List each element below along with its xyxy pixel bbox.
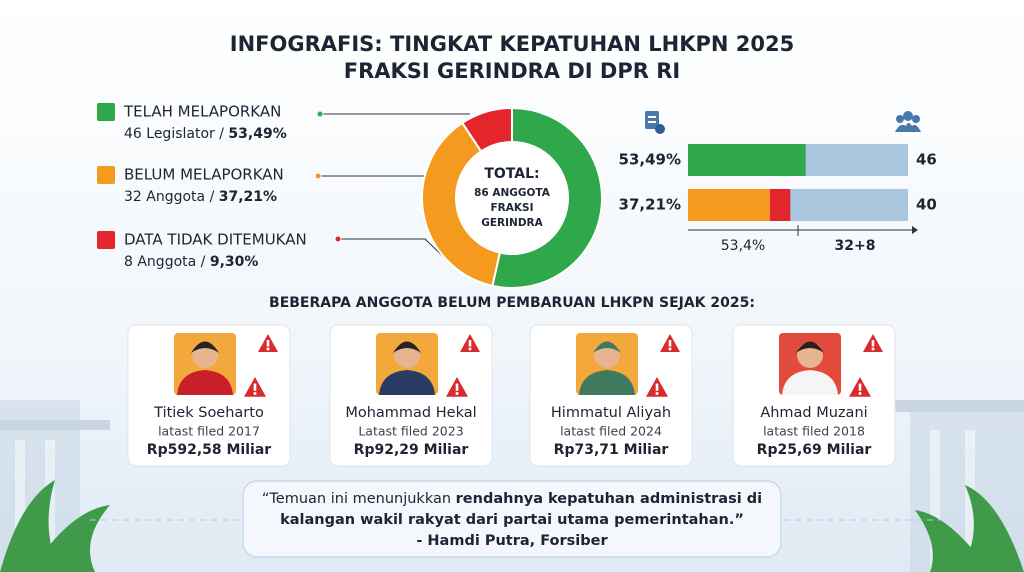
legend-label: TELAH MELAPORKAN [123, 103, 281, 121]
photo-body [379, 370, 435, 395]
legend-pct: 37,21% [219, 189, 277, 205]
warning-mark [858, 383, 862, 391]
photo-hair [191, 341, 219, 353]
legend: TELAH MELAPORKAN 46 Legislator / 53,49% BE… [97, 103, 470, 270]
warning-mark [468, 340, 472, 347]
axis-label: 53,4% [721, 238, 765, 254]
axis-label: 32+8 [835, 238, 876, 254]
donut-hole [457, 143, 567, 253]
donut-chart: TOTAL: 86 ANGGOTA FRAKSI GERINDRA [421, 106, 603, 289]
donut-slice [491, 106, 603, 289]
bar-label: 37,21% [619, 196, 681, 214]
photo-body [579, 370, 635, 395]
donut-total: 86 ANGGOTA [474, 187, 551, 199]
quote-line: “Temuan ini menunjukkan rendahnya kepatu… [262, 491, 762, 507]
warning-mark [871, 340, 875, 347]
legend-detail: 32 Anggota / 37,21% [124, 189, 277, 205]
title: FRAKSI GERINDRA DI DPR RI [344, 59, 680, 83]
warning-mark [455, 383, 459, 391]
card-name: Himmatul Aliyah [551, 405, 671, 421]
warning-mark [668, 340, 672, 347]
warning-mark [655, 383, 659, 391]
warning-dot [468, 347, 472, 351]
donut-total: TOTAL: [484, 166, 539, 182]
plants [0, 480, 1024, 572]
card-amount: Rp73,71 Miliar [554, 442, 669, 458]
warning-mark [266, 340, 270, 347]
card-amount: Rp25,69 Miliar [757, 442, 872, 458]
bar-end-label: 40 [916, 196, 937, 214]
cards: Titiek Soeharto latast filed 2017 Rp592,58… [127, 324, 896, 467]
quote-text: “Temuan ini menunjukkan [262, 491, 456, 507]
subtitle: BEBERAPA ANGGOTA BELUM PEMBARUAN LHKPN S… [269, 295, 755, 311]
quote-line: kalangan wakil rakyat dari partai utama … [280, 512, 744, 528]
photo-hair [796, 341, 824, 353]
leader-dot [316, 110, 324, 118]
warning-dot [253, 392, 257, 395]
axis-arrow [912, 226, 918, 234]
donut-total: FRAKSI [491, 202, 534, 214]
legend-label: BELUM MELAPORKAN [124, 166, 284, 184]
document-icon [645, 111, 665, 134]
bar-end-label: 46 [916, 151, 937, 169]
legend-detail: 46 Legislator / 53,49% [124, 126, 287, 142]
card [127, 324, 291, 467]
legend-label: DATA TIDAK DITEMUKAN [124, 231, 307, 249]
card [329, 324, 493, 467]
warning-dot [858, 392, 862, 395]
warning-dot [871, 347, 875, 351]
legend-detail: 8 Anggota / 9,30% [124, 254, 258, 270]
card-filed: Latast filed 2023 [358, 424, 463, 439]
legend-swatch [97, 103, 115, 121]
card-filed: latast filed 2024 [560, 424, 662, 439]
bar-chart: 53,49% 46 37,21% 40 53,4% 32+8 [619, 144, 937, 254]
card-name: Titiek Soeharto [153, 405, 264, 421]
legend-pct: 9,30% [210, 254, 259, 270]
warning-dot [668, 347, 672, 351]
card-filed: latast filed 2017 [158, 424, 260, 439]
warning-dot [455, 392, 459, 395]
legend-swatch [97, 166, 115, 184]
card-filed: latast filed 2018 [763, 424, 865, 439]
legend-count: 46 Legislator / [124, 126, 228, 142]
photo-body [177, 370, 233, 395]
bar-segment [688, 144, 806, 176]
photo-hair [393, 341, 421, 353]
card-name: Ahmad Muzani [760, 405, 867, 421]
legend-swatch [97, 231, 115, 249]
photo-body [782, 370, 838, 395]
donut-slice [421, 121, 502, 288]
bar-segment [688, 189, 770, 221]
quote-text: rendahnya kepatuhan administrasi di [456, 491, 762, 507]
card-amount: Rp592,58 Miliar [147, 442, 271, 458]
quote-box [242, 480, 782, 558]
warning-mark [253, 383, 257, 391]
warning-dot [266, 347, 270, 351]
people-icon [895, 111, 921, 132]
bar-segment [769, 189, 791, 221]
card [529, 324, 693, 467]
donut-slice [460, 106, 513, 153]
warning-dot [655, 392, 659, 395]
card-amount: Rp92,29 Miliar [354, 442, 469, 458]
leader-dot [334, 235, 342, 243]
title: INFOGRAFIS: TINGKAT KEPATUHAN LHKPN 2025 [230, 32, 794, 56]
card [732, 324, 896, 467]
bar-label: 53,49% [619, 151, 681, 169]
legend-pct: 53,49% [228, 126, 286, 142]
quote-source: - Hamdi Putra, Forsiber [416, 533, 608, 549]
card-name: Mohammad Hekal [345, 405, 476, 421]
legend-count: 32 Anggota / [124, 189, 219, 205]
legend-count: 8 Anggota / [124, 254, 210, 270]
photo-hair [593, 341, 621, 353]
donut-total: GERINDRA [481, 217, 543, 229]
leader-dot [314, 172, 322, 180]
